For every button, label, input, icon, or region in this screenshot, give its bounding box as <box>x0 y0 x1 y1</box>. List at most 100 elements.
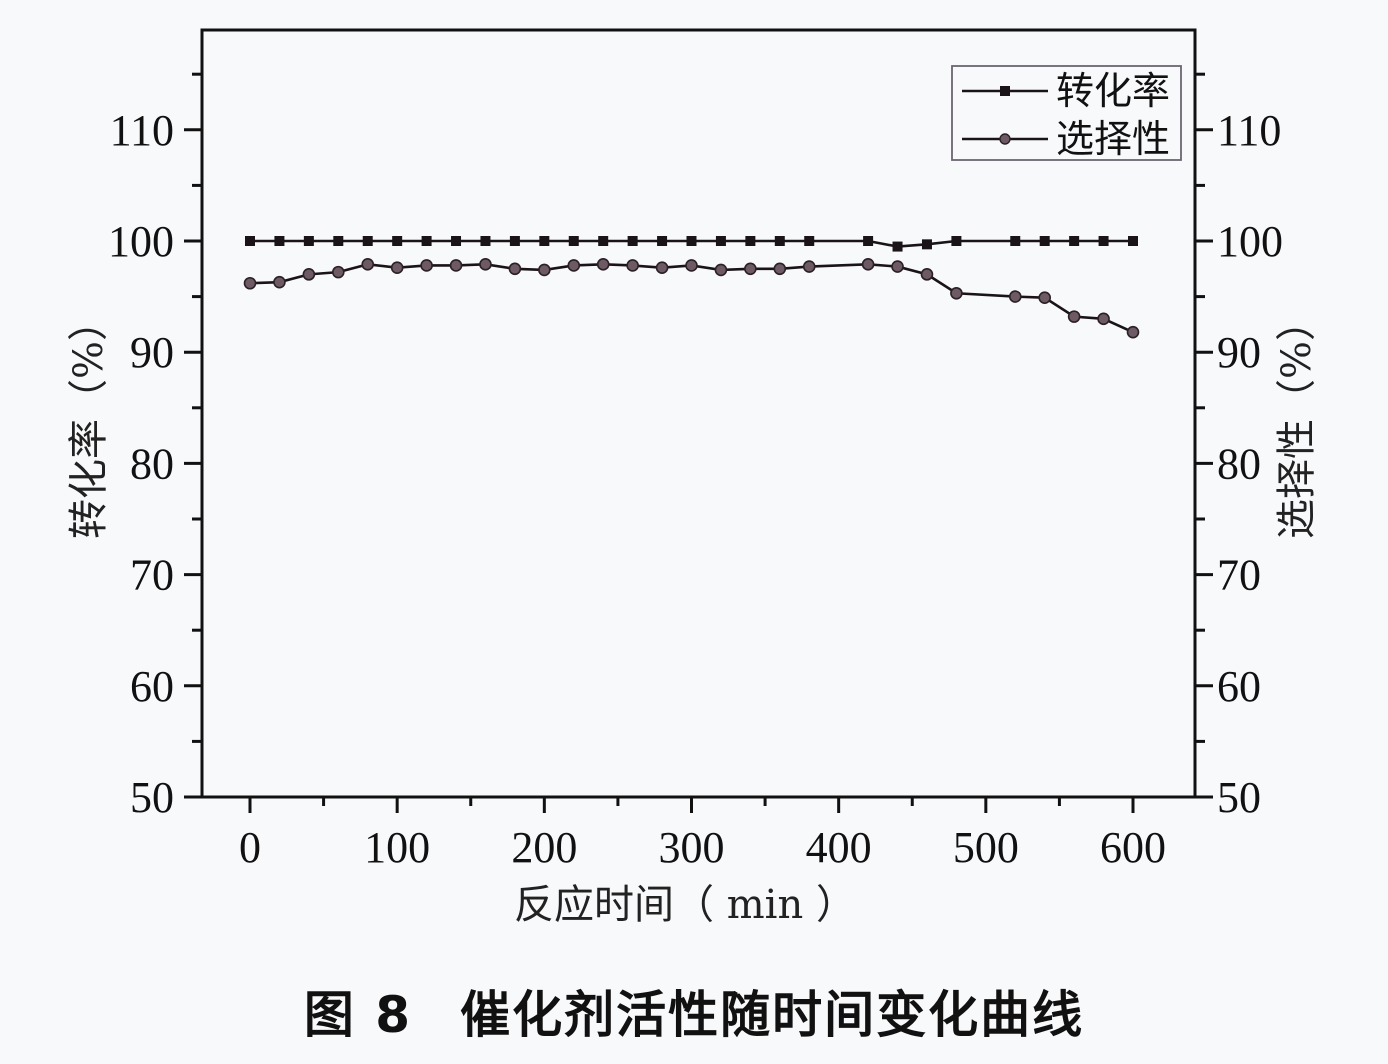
y-axis-left: 50 60 70 80 90 100 110 <box>108 72 202 822</box>
data-point-circle <box>1038 291 1051 305</box>
x-axis-title: 反应时间（ min ） <box>514 882 856 928</box>
legend-square-marker-icon <box>1000 86 1010 96</box>
data-point-square <box>1128 236 1138 246</box>
series-conversion <box>245 236 1138 252</box>
data-point-square <box>392 236 403 246</box>
data-point-square <box>921 239 932 250</box>
data-point-square <box>421 236 432 246</box>
data-point-square <box>568 236 579 246</box>
y-left-tick-label: 90 <box>130 328 174 377</box>
y-right-tick-label: 100 <box>1217 217 1283 266</box>
data-point-circle <box>596 258 610 271</box>
data-point-square <box>951 236 962 246</box>
y-right-tick-label: 60 <box>1217 662 1261 711</box>
data-point-circle <box>891 260 904 273</box>
data-point-square <box>627 236 638 246</box>
data-point-square <box>892 241 903 252</box>
data-point-circle <box>861 258 875 271</box>
data-point-square <box>1098 236 1109 246</box>
data-point-circle <box>920 268 934 281</box>
data-point-square <box>539 236 550 246</box>
data-point-square <box>657 236 668 246</box>
data-point-circle <box>361 258 375 271</box>
y-left-tick-label: 100 <box>108 217 174 266</box>
data-point-square <box>451 236 462 246</box>
legend-box <box>951 65 1182 161</box>
data-point-circle <box>243 276 257 290</box>
data-point-circle <box>950 286 963 300</box>
y-left-tick-label: 60 <box>130 662 174 711</box>
x-tick-label: 300 <box>659 823 725 872</box>
data-point-circle <box>390 261 404 274</box>
data-point-square <box>274 236 285 246</box>
plot-area-border <box>200 28 1197 799</box>
data-point-circle <box>802 260 816 273</box>
x-tick-label: 500 <box>953 823 1019 872</box>
data-point-circle <box>773 262 787 276</box>
series-layer <box>243 236 1140 339</box>
legend-item: 转化率 <box>962 69 1170 113</box>
y-right-tick-label: 90 <box>1217 328 1261 377</box>
data-point-circle <box>420 259 433 272</box>
legend-item: 选择性 <box>962 117 1170 161</box>
data-point-circle <box>685 259 698 272</box>
x-tick-label: 600 <box>1100 823 1166 872</box>
x-tick-label: 200 <box>511 823 577 872</box>
figure-caption-text: 催化剂活性随时间变化曲线 <box>460 986 1085 1044</box>
data-point-square <box>333 236 344 246</box>
data-point-square <box>774 236 785 246</box>
data-point-circle <box>714 263 728 277</box>
data-point-circle <box>302 268 316 281</box>
data-point-square <box>804 236 815 246</box>
data-point-circle <box>479 258 492 271</box>
data-point-square <box>1010 236 1021 246</box>
x-tick-label: 400 <box>806 823 872 872</box>
data-point-circle <box>1097 312 1110 326</box>
data-point-square <box>480 236 491 246</box>
data-point-circle <box>1067 310 1081 323</box>
x-tick-label: 100 <box>364 823 430 872</box>
plot-frame <box>200 28 1197 799</box>
data-point-circle <box>626 259 639 272</box>
data-point-square <box>745 236 756 246</box>
data-point-circle <box>508 262 522 276</box>
y-right-tick-label: 110 <box>1217 106 1281 155</box>
y-left-tick-label: 110 <box>110 106 174 155</box>
data-point-square <box>303 236 314 246</box>
data-point-circle <box>1126 325 1140 339</box>
data-point-square <box>245 236 255 246</box>
chart: 0 100 200 300 400 500 600 50 60 70 80 90 100 110 50 6… <box>66 28 1320 928</box>
data-point-square <box>598 236 609 246</box>
y-axis-title-right: 选择性（%） <box>1274 301 1320 539</box>
y-axis-title-left: 转化率（%） <box>66 301 112 539</box>
y-axis-right: 50 60 70 80 90 100 110 <box>1195 72 1283 822</box>
data-point-square <box>1069 236 1080 246</box>
figure-caption: 图 8 催化剂活性随时间变化曲线 <box>0 975 1388 1047</box>
data-point-circle <box>449 259 463 272</box>
legend-label: 选择性 <box>1056 117 1170 161</box>
data-point-circle <box>273 275 286 289</box>
x-tick-label: 0 <box>239 823 261 872</box>
y-left-tick-label: 70 <box>130 551 174 600</box>
data-point-circle <box>331 265 345 279</box>
data-point-circle <box>538 263 551 277</box>
legend-label: 转化率 <box>1056 69 1170 113</box>
y-left-tick-label: 50 <box>130 773 174 822</box>
data-point-square <box>715 236 726 246</box>
y-right-tick-label: 50 <box>1217 773 1261 822</box>
data-point-circle <box>744 262 757 276</box>
data-point-square <box>1039 236 1050 246</box>
data-point-square <box>509 236 520 246</box>
data-point-circle <box>1008 290 1022 303</box>
y-right-tick-label: 80 <box>1217 439 1261 488</box>
figure-number: 图 8 <box>303 986 413 1044</box>
series-line <box>249 263 1134 334</box>
series-selectivity <box>243 258 1140 339</box>
data-point-circle <box>567 259 581 272</box>
x-axis: 0 100 200 300 400 500 600 <box>239 797 1166 872</box>
data-point-circle <box>655 261 669 274</box>
y-right-tick-label: 70 <box>1217 551 1261 600</box>
data-point-square <box>863 236 874 246</box>
data-point-square <box>686 236 697 246</box>
